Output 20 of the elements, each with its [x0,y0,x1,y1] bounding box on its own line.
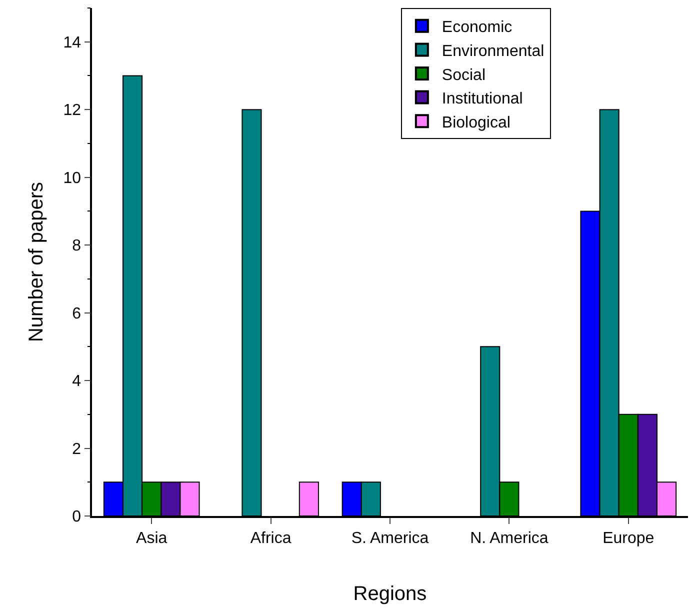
x-tick-label: S. America [351,530,429,547]
legend-label: Institutional [442,90,523,108]
x-tick-label: Europe [602,530,654,547]
y-tick-label: 14 [63,34,82,52]
y-tick-label: 4 [72,373,82,390]
x-tick-label: Asia [136,530,168,547]
y-tick-label: 8 [72,238,82,255]
legend-label: Biological [442,114,510,132]
legend-label: Economic [442,19,512,36]
legend-label: Social [442,66,486,84]
y-tick-label: 12 [63,102,82,120]
y-tick-label: 2 [72,440,82,458]
x-tick-label: Africa [250,530,292,547]
x-axis-title: Regions [353,582,427,605]
legend-label: Environmental [442,42,544,60]
x-tick-label: N. America [470,530,548,547]
y-tick-label: 6 [72,305,82,322]
y-tick-label: 0 [72,508,82,526]
y-tick-label: 10 [63,170,82,187]
y-axis-title: Number of papers [25,182,48,342]
